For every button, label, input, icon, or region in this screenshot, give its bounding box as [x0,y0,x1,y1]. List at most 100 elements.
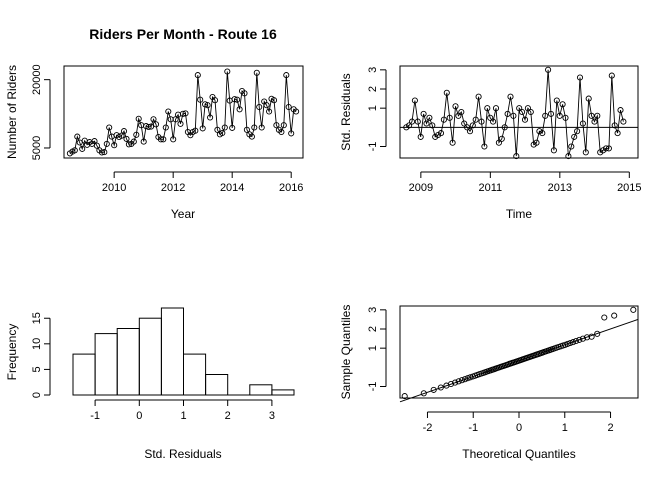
data-point [501,124,508,131]
residuals-histogram: -1 0 1 2 3 0 5 10 15 Std. Residuals Frequency [5,307,295,461]
y-tick-label: 2 [367,326,379,332]
y-tick-label: 3 [367,307,379,313]
data-point [194,72,201,79]
data-point [229,124,236,131]
data-point [521,116,529,123]
data-point [605,145,612,152]
x-tick-label: 2010 [102,182,126,194]
qq-plot: -2 -1 0 1 2 -1 1 2 3 Theoretical Quantiles Sampl… [339,305,639,461]
data-point [559,101,566,108]
data-point [469,122,476,129]
data-point [278,128,285,136]
data-point [408,118,416,125]
data-point [539,130,546,137]
data-point [253,69,260,76]
data-point [567,339,574,347]
data-point [98,149,105,156]
y-tick-label: 3 [367,67,379,73]
data-point [420,110,427,117]
data-point [157,136,164,143]
data-point [458,108,465,116]
data-point [118,132,125,139]
data-point [199,125,206,132]
data-point [594,112,601,119]
data-point [273,122,280,129]
data-point [125,141,132,148]
residuals-chart: 2009 2011 2013 2015 -1 1 2 3 Time Std. Residual… [339,65,642,221]
data-point [266,108,273,115]
data-point [152,121,160,128]
data-point [79,145,86,152]
data-point [401,393,408,400]
data-point [516,105,523,112]
y-tick-label: 1 [367,345,379,351]
y-tick-label: 5000 [31,136,43,160]
data-point [568,143,575,150]
data-point [192,127,199,134]
data-point [293,108,300,115]
x-tick-label: 2015 [617,182,641,194]
plot-box [399,65,639,159]
data-point [179,110,187,117]
data-point [452,103,459,110]
data-point [406,122,413,129]
data-point [519,108,526,116]
data-point [248,133,255,140]
data-point [221,124,228,131]
x-tick-label: 0 [516,422,522,434]
histogram-bar [271,389,295,396]
data-point [550,147,557,154]
histogram-bar [205,374,229,396]
y-tick-label: -1 [367,382,379,392]
data-point [513,153,520,160]
data-point [475,93,482,100]
data-point [430,386,437,393]
x-axis-label: Std. Residuals [144,447,221,461]
data-point [135,115,142,122]
data-point [507,93,514,100]
data-point [170,136,177,143]
data-point [524,105,531,112]
x-tick-label: 2009 [409,182,433,194]
data-point [440,116,447,123]
data-point [591,118,598,125]
data-point [280,122,287,129]
data-point [256,103,263,111]
riders-chart: Riders Per Month - Route 16 2010 2012 2014… [5,26,304,221]
data-point [449,139,456,146]
data-point [553,97,560,104]
data-point [608,72,615,79]
histogram-bar [160,307,184,396]
data-point [466,128,474,135]
data-point [472,116,479,123]
x-tick-label: 2011 [479,182,503,194]
data-point [495,139,502,146]
y-tick-label: 2 [367,86,379,92]
data-point [91,138,98,145]
data-point [263,102,270,109]
data-point [611,312,618,319]
data-point [443,89,450,96]
data-point [492,105,500,112]
x-tick-label: 1 [562,422,568,434]
y-tick-label: 1 [367,105,379,111]
data-point [120,128,128,135]
chart-title: Riders Per Month - Route 16 [89,26,277,42]
data-point [285,103,292,111]
data-point [426,114,433,121]
y-axis-label: Frequency [5,324,19,381]
data-point [510,112,517,119]
x-tick-label: 2012 [161,182,185,194]
data-point [452,379,459,386]
data-point [533,139,540,146]
data-point [579,120,586,127]
x-tick-label: -2 [423,422,433,434]
data-point [498,135,505,142]
data-point [177,120,184,127]
data-point [630,306,637,313]
data-point [570,339,577,346]
data-point [437,384,444,391]
data-point [172,116,179,123]
series-line [406,69,624,157]
